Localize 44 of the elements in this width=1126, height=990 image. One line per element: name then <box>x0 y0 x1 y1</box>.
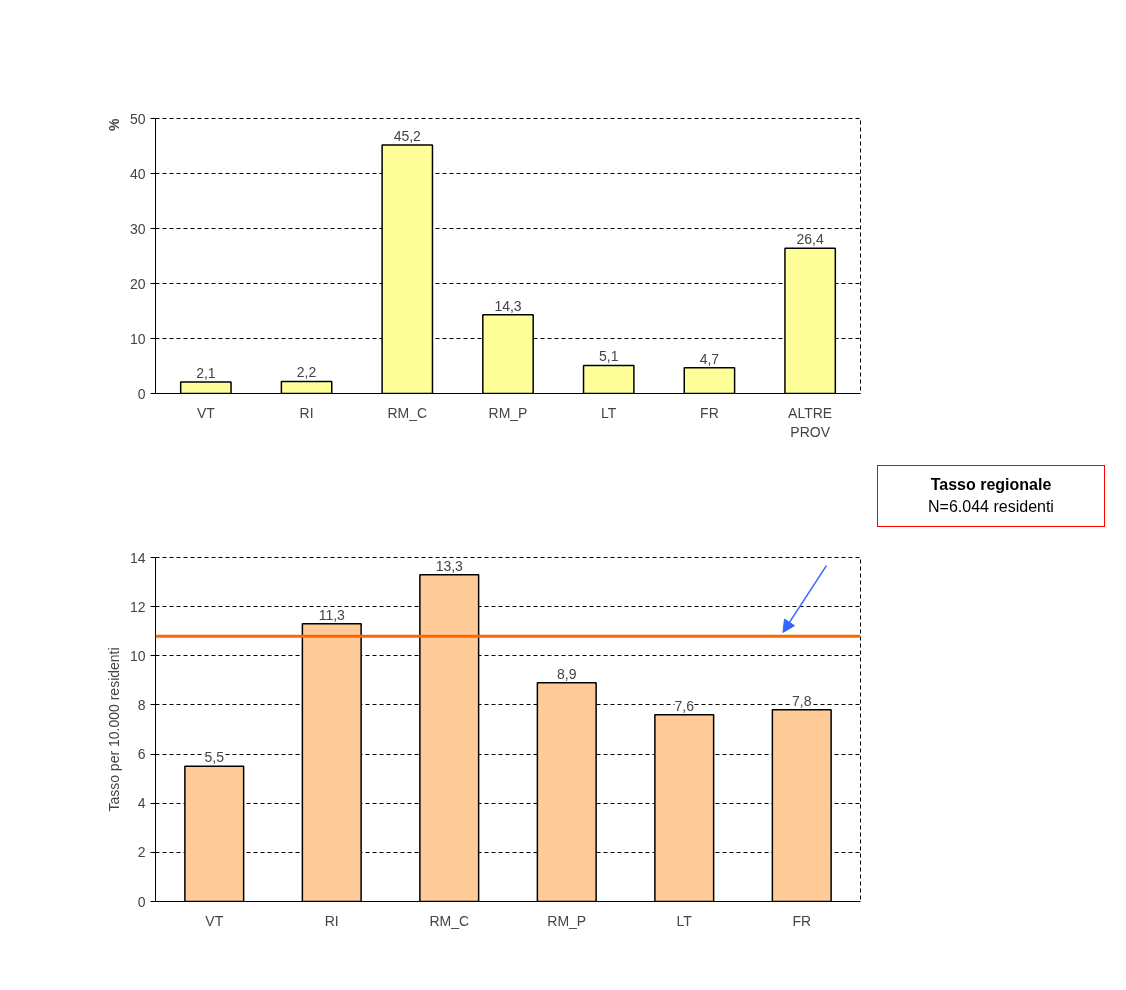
x-tick-label: LT <box>676 912 693 929</box>
data-label: 7,6 <box>674 697 695 714</box>
data-label: 2,1 <box>196 364 216 381</box>
x-tick-label: RI <box>299 404 314 421</box>
text: N=6.044 residenti <box>928 498 1054 516</box>
x-tick-label: VT <box>205 912 224 929</box>
x-tick-label: RM_P <box>488 404 528 421</box>
data-label: 5,5 <box>204 749 225 766</box>
data-label: 14,3 <box>494 297 522 314</box>
y-tick-label: 12 <box>129 598 146 615</box>
y-tick-label: 20 <box>129 275 146 292</box>
x-tick-label: RI <box>324 912 339 929</box>
y-tick-label: 14 <box>129 549 146 566</box>
y-tick-label: 30 <box>129 220 146 237</box>
x-tick-label: LT <box>601 404 617 421</box>
data-label: 13,3 <box>435 557 464 574</box>
y-axis-title: % <box>105 117 122 131</box>
y-tick-label: 0 <box>137 385 146 402</box>
y-tick-label: 50 <box>129 110 146 127</box>
y-tick-label: 10 <box>129 330 146 347</box>
data-label: 7,8 <box>792 692 812 709</box>
data-label: 4,7 <box>699 350 720 367</box>
data-label: 2,2 <box>296 364 317 381</box>
data-label: 11,3 <box>318 606 346 623</box>
y-tick-label: 0 <box>137 893 146 910</box>
x-tick-label: RM_P <box>547 912 587 929</box>
y-axis-title: Tasso per 10.000 residenti <box>105 647 122 812</box>
data-label: 45,2 <box>393 127 422 144</box>
x-tick-label: FR <box>700 404 719 421</box>
y-tick-label: 4 <box>137 795 146 812</box>
text: Tasso regionale <box>930 476 1052 493</box>
x-tick-label: RM_C <box>429 912 470 929</box>
data-label: 26,4 <box>796 231 824 248</box>
x-tick-label: RM_C <box>387 404 428 421</box>
y-tick-label: 2 <box>137 844 146 861</box>
y-tick-label: 40 <box>129 165 146 182</box>
x-tick-label: VT <box>196 404 216 421</box>
data-label: 5,1 <box>598 348 619 365</box>
x-tick-label: ALTRE PROV <box>788 404 833 440</box>
data-label: 8,9 <box>557 665 577 682</box>
y-tick-label: 10 <box>129 647 146 664</box>
x-tick-label: FR <box>792 912 812 929</box>
y-tick-label: 8 <box>137 696 146 713</box>
y-tick-label: 6 <box>137 746 146 763</box>
